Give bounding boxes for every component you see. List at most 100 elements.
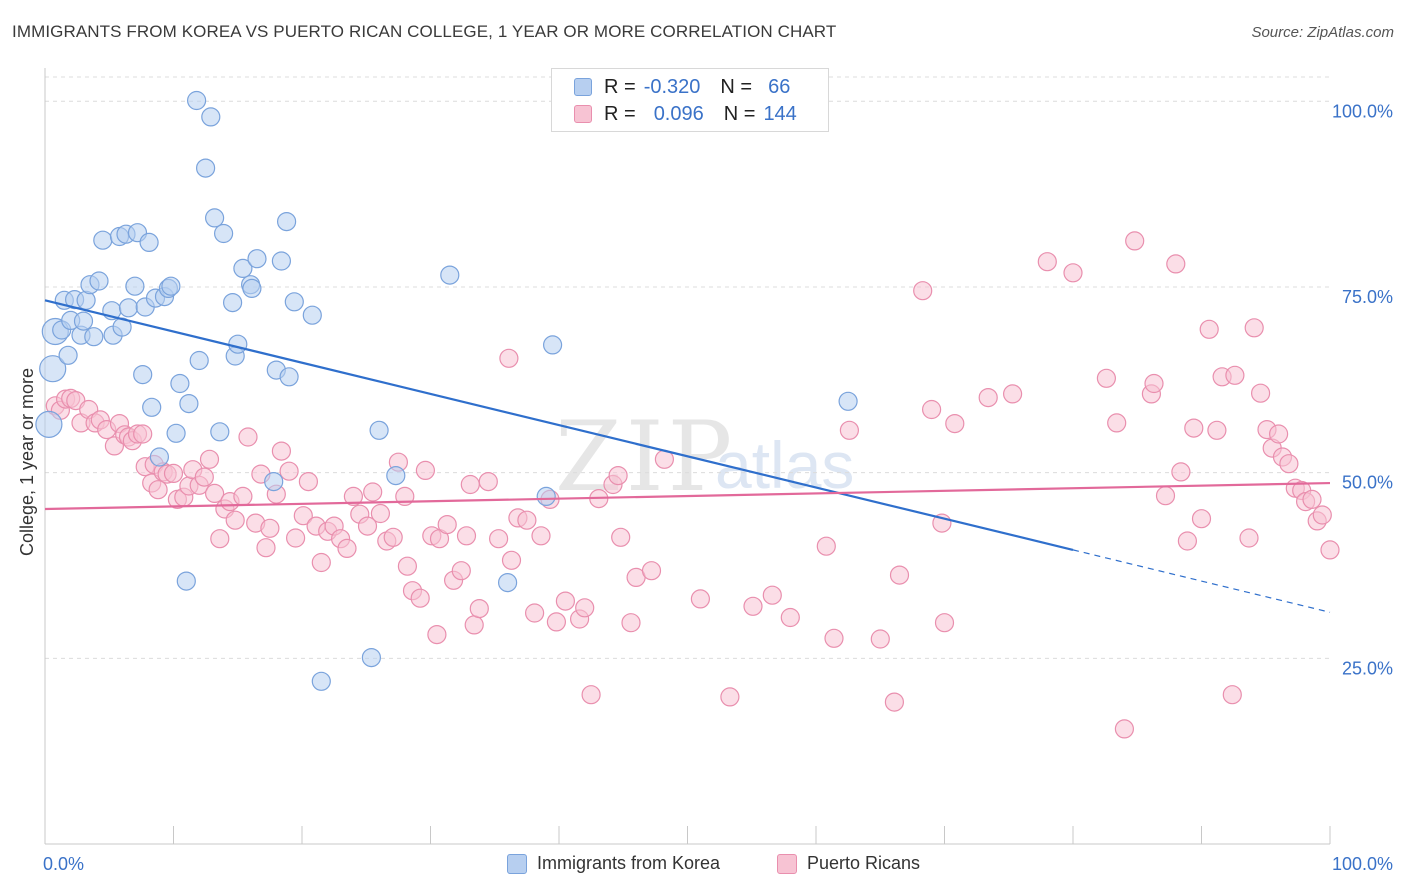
korea-point bbox=[76, 290, 96, 310]
korea-point bbox=[149, 447, 169, 467]
korea-point bbox=[386, 466, 406, 486]
puerto-ricans-point bbox=[1312, 505, 1332, 525]
puerto-ricans-point bbox=[205, 483, 225, 503]
puerto-ricans-swatch-icon bbox=[574, 105, 592, 123]
puerto-ricans-point bbox=[415, 460, 435, 480]
legend-label-korea: Immigrants from Korea bbox=[537, 853, 721, 873]
puerto-ricans-point bbox=[1037, 252, 1057, 272]
puerto-ricans-point bbox=[370, 503, 390, 524]
legend-item-puerto-ricans[interactable]: Puerto Ricans bbox=[777, 853, 920, 874]
puerto-ricans-point bbox=[824, 628, 844, 648]
r-label: R = bbox=[604, 75, 636, 98]
korea-point bbox=[89, 271, 109, 291]
puerto-ricans-point bbox=[762, 585, 782, 605]
watermark-atlas: atlas bbox=[715, 428, 854, 502]
puerto-ricans-point bbox=[921, 399, 942, 420]
puerto-ricans-point bbox=[889, 565, 910, 585]
puerto-ricans-point bbox=[1302, 489, 1322, 509]
puerto-ricans-point bbox=[531, 526, 551, 546]
korea-point bbox=[242, 278, 262, 298]
puerto-ricans-point bbox=[233, 486, 253, 506]
puerto-ricans-point bbox=[363, 482, 383, 502]
korea-point bbox=[440, 265, 460, 285]
puerto-ricans-point bbox=[1166, 254, 1186, 274]
y-tick-label: 75.0% bbox=[1342, 287, 1393, 307]
korea-point bbox=[39, 355, 67, 383]
puerto-ricans-point bbox=[1320, 540, 1340, 560]
puerto-ricans-point bbox=[517, 510, 537, 530]
puerto-ricans-point bbox=[293, 506, 313, 526]
korea-point bbox=[279, 367, 299, 387]
korea-point bbox=[84, 327, 104, 347]
puerto-ricans-point bbox=[978, 388, 998, 408]
korea-point bbox=[838, 391, 858, 411]
r-value-puerto-ricans: 0.096 bbox=[653, 102, 704, 125]
puerto-ricans-point bbox=[884, 692, 905, 712]
puerto-ricans-point bbox=[410, 588, 430, 608]
puerto-ricans-point bbox=[690, 589, 711, 609]
puerto-ricans-point bbox=[1199, 319, 1219, 339]
korea-point bbox=[247, 249, 267, 269]
korea-point bbox=[179, 394, 199, 414]
correlation-legend: R = -0.320 N = 66 R = 0.096 N = 144 bbox=[551, 68, 829, 132]
puerto-ricans-point bbox=[1096, 368, 1117, 388]
puerto-ricans-point bbox=[1268, 424, 1289, 444]
puerto-ricans-point bbox=[1191, 509, 1212, 529]
korea-point bbox=[73, 311, 94, 331]
puerto-ricans-point bbox=[271, 441, 291, 461]
korea-point bbox=[142, 397, 162, 417]
puerto-ricans-point bbox=[343, 486, 363, 506]
gridlines bbox=[45, 76, 1330, 659]
r-label: R = bbox=[604, 102, 636, 125]
puerto-ricans-point bbox=[501, 550, 522, 570]
watermark-zip: ZIP bbox=[555, 401, 736, 513]
korea-point bbox=[189, 350, 209, 371]
korea-point bbox=[205, 208, 225, 228]
puerto-ricans-point bbox=[427, 624, 447, 645]
korea-trend-extension bbox=[1072, 549, 1331, 613]
puerto-ricans-point bbox=[286, 528, 306, 548]
puerto-ricans-point bbox=[641, 561, 662, 581]
puerto-ricans-point bbox=[816, 536, 836, 556]
puerto-ricans-point bbox=[1222, 685, 1242, 705]
legend-row-korea: R = -0.320 N = 66 bbox=[574, 75, 790, 99]
korea-point bbox=[311, 671, 331, 691]
puerto-ricans-point bbox=[469, 598, 489, 619]
korea-point bbox=[210, 422, 230, 442]
puerto-ricans-point bbox=[260, 518, 280, 538]
korea-point bbox=[139, 232, 159, 252]
puerto-ricans-point bbox=[194, 467, 214, 487]
puerto-ricans-point bbox=[256, 538, 276, 558]
watermark: ZIP atlas bbox=[555, 401, 854, 513]
puerto-ricans-trend-line bbox=[44, 481, 1331, 511]
korea-point bbox=[166, 423, 186, 443]
series-legend: Immigrants from Korea Puerto Ricans bbox=[0, 853, 1406, 877]
puerto-ricans-point bbox=[383, 527, 403, 547]
korea-point bbox=[228, 334, 248, 354]
x-tick-label-max: 100.0% bbox=[1332, 854, 1393, 874]
puerto-ricans-point bbox=[839, 420, 860, 440]
puerto-ricans-point bbox=[546, 612, 567, 632]
y-tick-label: 50.0% bbox=[1342, 473, 1393, 493]
puerto-ricans-point bbox=[489, 529, 509, 549]
puerto-ricans-point bbox=[1114, 719, 1135, 739]
puerto-ricans-point bbox=[1002, 384, 1023, 404]
puerto-ricans-point bbox=[1171, 462, 1191, 482]
korea-point bbox=[233, 258, 253, 278]
korea-point bbox=[58, 345, 78, 365]
trend-lines bbox=[44, 299, 1331, 613]
korea-point bbox=[170, 373, 190, 394]
puerto-ricans-point bbox=[743, 596, 763, 616]
puerto-ricans-point bbox=[1177, 531, 1198, 551]
n-value-korea: 66 bbox=[768, 75, 791, 98]
puerto-ricans-point bbox=[945, 414, 965, 434]
puerto-ricans-point bbox=[478, 472, 498, 492]
korea-point bbox=[361, 647, 381, 668]
puerto-ricans-point bbox=[148, 480, 168, 500]
puerto-ricans-point bbox=[934, 613, 955, 633]
puerto-ricans-point bbox=[1250, 383, 1271, 403]
korea-point bbox=[223, 293, 243, 313]
korea-point bbox=[93, 230, 113, 250]
legend-item-korea[interactable]: Immigrants from Korea bbox=[507, 853, 720, 874]
